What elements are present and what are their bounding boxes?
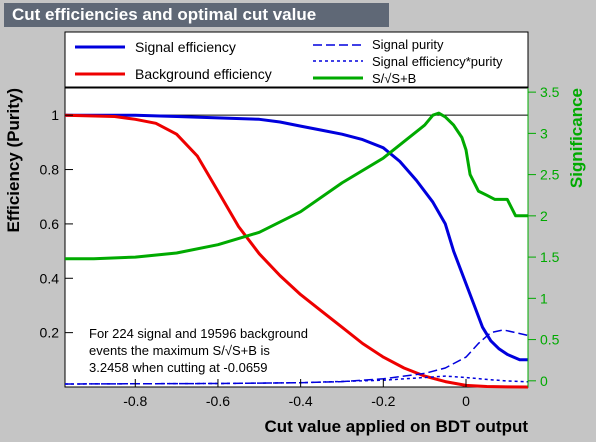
series-line-background <box>64 113 529 389</box>
x-tick-label: 0 <box>462 393 470 409</box>
legend-label: Signal purity <box>372 37 444 52</box>
series-line-signal <box>65 113 528 362</box>
x-tick-label: -0.4 <box>289 393 313 409</box>
y2-axis-label: Significance <box>567 88 586 188</box>
y2-tick-label: 1.5 <box>540 249 560 265</box>
y-tick-label: 0.4 <box>40 270 60 286</box>
y-tick-label: 0.6 <box>40 216 60 232</box>
annotation-line: 3.2458 when cutting at -0.0659 <box>89 360 268 375</box>
legend-label: Signal efficiency*purity <box>372 54 503 69</box>
annotation-line: events the maximum S/√S+B is <box>89 343 270 358</box>
y-tick-label: 1 <box>51 107 59 123</box>
annotation-line: For 224 signal and 19596 background <box>89 326 308 341</box>
y2-tick-label: 3.5 <box>540 84 560 100</box>
y2-tick-label: 2.5 <box>540 167 560 183</box>
y-axis-label: Efficiency (Purity) <box>4 88 23 233</box>
x-tick-label: -0.8 <box>123 393 147 409</box>
legend-label: Signal efficiency <box>135 39 236 55</box>
series-line-effpurity <box>64 375 529 385</box>
y2-tick-label: 1 <box>540 290 548 306</box>
x-tick-label: -0.6 <box>206 393 230 409</box>
x-tick-label: -0.2 <box>371 393 395 409</box>
y-tick-label: 0.8 <box>40 162 60 178</box>
y2-tick-label: 0.5 <box>540 332 560 348</box>
series-line-significance <box>65 111 528 261</box>
x-axis-label: Cut value applied on BDT output <box>265 417 529 436</box>
y2-tick-label: 3 <box>540 125 548 141</box>
y2-tick-label: 0 <box>540 373 548 389</box>
chart-title: Cut efficiencies and optimal cut value <box>4 3 389 27</box>
y2-tick-label: 2 <box>540 208 548 224</box>
y-tick-label: 0.2 <box>40 325 60 341</box>
legend-box <box>64 31 529 88</box>
legend-label: Background efficiency <box>135 66 272 82</box>
legend-label: S/√S+B <box>372 71 416 86</box>
